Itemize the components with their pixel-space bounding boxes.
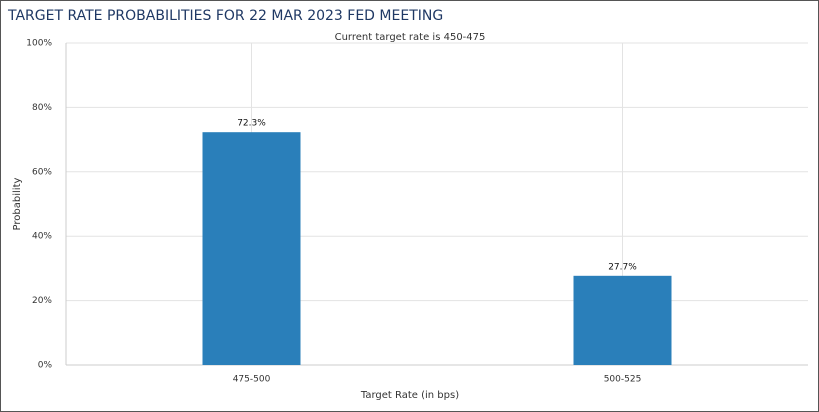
bar <box>202 132 301 365</box>
chart-title: TARGET RATE PROBABILITIES FOR 22 MAR 202… <box>7 8 443 24</box>
x-axis-title: Target Rate (in bps) <box>360 390 459 401</box>
y-tick-label: 0% <box>38 361 53 371</box>
y-tick-label: 100% <box>26 39 52 49</box>
value-label: 27.7% <box>608 262 637 272</box>
bar <box>573 275 672 365</box>
value-label: 72.3% <box>237 119 266 129</box>
y-tick-label: 60% <box>32 167 52 177</box>
y-axis-title: Probability <box>12 177 23 230</box>
chart-subtitle: Current target rate is 450-475 <box>335 32 486 43</box>
y-tick-label: 40% <box>32 232 52 242</box>
y-tick-label: 20% <box>32 296 52 306</box>
y-tick-label: 80% <box>32 103 52 113</box>
x-tick-label: 475-500 <box>233 375 271 385</box>
x-tick-label: 500-525 <box>604 375 642 385</box>
